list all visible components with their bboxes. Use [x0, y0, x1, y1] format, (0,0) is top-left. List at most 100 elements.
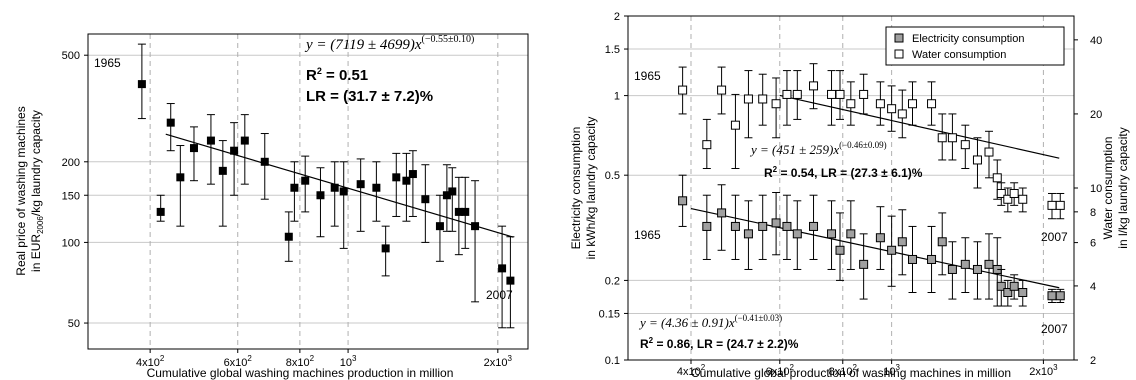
- water-marker: [702, 140, 712, 150]
- electricity-data-point: [1055, 288, 1065, 303]
- water-fit-stats: R2 = 0.54, LR = (27.3 ± 6.1)%: [764, 165, 923, 180]
- electricity-data-point: [702, 194, 712, 260]
- water-data-point: [730, 93, 740, 170]
- electricity-marker: [730, 221, 740, 231]
- price-learning-rate-label: LR = (31.7 ± 7.2)%: [306, 88, 433, 105]
- consumption-left-y-tick-label: 0.5: [605, 170, 620, 182]
- price-marker: [471, 222, 480, 231]
- water-marker: [717, 85, 727, 95]
- consumption-right-y-tick-label: 4: [1090, 281, 1096, 293]
- consumption-x-tick-label: 6x102: [766, 363, 795, 378]
- electricity-marker: [782, 221, 792, 231]
- price-y-tick-label: 150: [62, 190, 80, 202]
- electricity-data-point: [758, 194, 768, 260]
- electricity-marker: [827, 229, 837, 239]
- price-data-point: [435, 194, 444, 262]
- price-marker: [260, 157, 269, 166]
- consumption-x-tick-label: 2x103: [1029, 363, 1058, 378]
- electricity-marker: [1055, 291, 1065, 301]
- consumption-x-ticks: 4x102 6x102 8x102 103 2x103: [677, 360, 1058, 378]
- water-data-point: [937, 113, 947, 161]
- water-marker: [907, 99, 917, 109]
- water-marker: [1055, 200, 1065, 210]
- price-y-tick-label: 50: [68, 318, 80, 330]
- consumption-right-y-tick-label: 8: [1090, 207, 1096, 219]
- water-fit-equation: y = (451 ± 259)x(−0.46±0.09): [749, 140, 887, 157]
- water-data-point: [1009, 182, 1019, 206]
- water-marker: [972, 155, 982, 165]
- electricity-marker: [702, 221, 712, 231]
- electricity-marker: [771, 218, 781, 228]
- water-data-point: [960, 124, 970, 170]
- water-marker: [947, 133, 957, 143]
- electricity-marker: [907, 254, 917, 264]
- price-marker: [408, 170, 417, 179]
- price-marker: [166, 118, 175, 127]
- price-marker: [206, 136, 215, 145]
- electricity-marker: [972, 264, 982, 274]
- price-marker: [218, 166, 227, 175]
- consumption-x-axis-title: Cumulative global production of washing …: [691, 366, 1011, 380]
- electricity-marker: [835, 245, 845, 255]
- water-data-point: [859, 73, 869, 115]
- price-fit-equation: y = (7119 ± 4699)x(−0.55±0.10): [304, 34, 474, 53]
- price-plot-frame: [87, 33, 529, 350]
- water-data-point: [792, 70, 802, 120]
- electricity-marker: [809, 221, 819, 231]
- consumption-x-tick-label: 8x102: [829, 363, 858, 378]
- price-marker: [435, 222, 444, 231]
- legend-electricity-label: Electricity consumption: [912, 33, 1025, 45]
- price-data-point: [506, 236, 515, 329]
- price-r2-label: R2 = 0.51: [306, 66, 368, 84]
- water-marker: [782, 89, 792, 99]
- consumption-x-tick-label: 4x102: [677, 363, 706, 378]
- electricity-marker: [984, 259, 994, 269]
- price-chart: 50 100 150 200 500 4x102 6x102 8x102 103 2x103 C…: [14, 33, 529, 380]
- water-data-point: [887, 85, 897, 132]
- price-y-ticks: 50 100 150 200 500: [62, 50, 88, 330]
- price-data-point: [230, 122, 239, 196]
- price-marker: [454, 207, 463, 216]
- electricity-year-end-label: 2007: [1041, 322, 1068, 336]
- consumption-right-y-tick-label: 2: [1090, 355, 1096, 367]
- electricity-marker: [792, 229, 802, 239]
- price-y-tick-label: 100: [62, 237, 80, 249]
- price-marker: [402, 176, 411, 185]
- price-marker: [230, 146, 239, 155]
- water-marker: [792, 89, 802, 99]
- consumption-right-y-axis-title-line2: in l/kg laundry capacity: [1116, 127, 1130, 248]
- price-marker: [290, 183, 299, 192]
- electricity-data-point: [887, 215, 897, 287]
- water-marker: [859, 89, 869, 99]
- price-marker: [356, 180, 365, 189]
- price-data-point: [240, 114, 249, 185]
- water-data-point: [827, 70, 837, 126]
- water-marker: [887, 104, 897, 114]
- electricity-data-point: [730, 194, 740, 260]
- electricity-data-point: [907, 225, 917, 294]
- price-marker: [421, 195, 430, 204]
- price-marker: [442, 191, 451, 200]
- electricity-fit-equation: y = (4.36 ± 0.91)x(−0.41±0.03): [638, 313, 782, 330]
- price-fit-line: [165, 133, 514, 238]
- electricity-marker: [927, 254, 937, 264]
- price-data-point: [471, 180, 480, 303]
- electricity-data-point: [1003, 279, 1013, 307]
- electricity-marker: [960, 259, 970, 269]
- electricity-data-point: [859, 233, 869, 300]
- consumption-legend: Electricity consumption Water consumptio…: [885, 26, 1065, 66]
- electricity-marker: [937, 237, 947, 247]
- legend-water-swatch: [894, 49, 904, 59]
- price-marker: [372, 183, 381, 192]
- price-marker: [506, 276, 515, 285]
- water-data-point: [1018, 187, 1028, 213]
- water-marker: [1009, 188, 1019, 198]
- consumption-fit-lines: [690, 94, 1060, 289]
- price-marker: [316, 191, 325, 200]
- water-marker: [984, 147, 994, 157]
- price-data-point: [498, 225, 507, 329]
- electricity-data-point: [1018, 279, 1028, 307]
- water-data-point: [1003, 187, 1013, 213]
- water-marker: [875, 99, 885, 109]
- electricity-marker: [758, 221, 768, 231]
